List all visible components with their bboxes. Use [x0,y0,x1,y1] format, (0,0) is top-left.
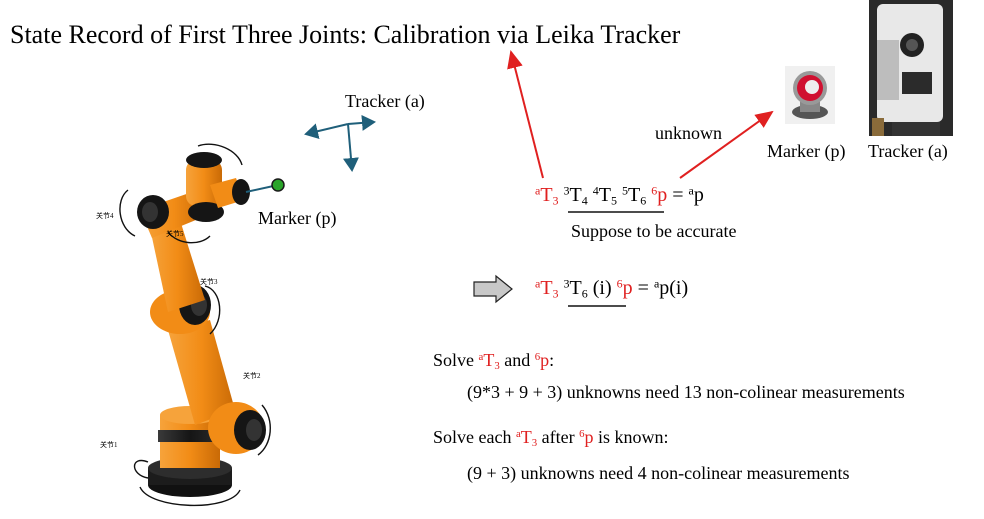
tracker-frame [304,114,376,172]
solve-1-detail: (9*3 + 9 + 3) unknowns need 13 non-colin… [467,382,905,402]
tracker-photo [869,0,953,136]
joint-label-4: 关节4 [96,212,114,220]
eq1-t45: 4T5 [592,183,617,208]
joint-label-1: 关节1 [100,441,118,449]
eq1-note: Suppose to be accurate [571,221,737,241]
joint-label-2: 关节2 [243,372,261,380]
equation-1: aT3 3T4 4T5 5T6 6p = ap [535,184,704,207]
page-title: State Record of First Three Joints: Cali… [10,20,681,49]
marker-point-icon [271,178,285,192]
eq2-6p: 6p [616,276,633,299]
eq1-rhs: = ap [672,183,704,206]
equation-2: aT3 3T6 (i) 6p = ap(i) [535,277,688,300]
solve-1-heading: Solve aT3 and 6p: [433,350,555,373]
tracker-frame-label: Tracker (a) [345,91,425,111]
solve1-aT3: aT3 [478,350,500,373]
solve-2-heading: Solve each aT3 after 6p is known: [433,427,669,450]
unknown-label: unknown [655,123,722,143]
robot-arm [137,152,279,497]
arrow-to-marker-photo [679,110,774,179]
eq1-aT3: aT3 [535,183,559,208]
photo-marker-caption: Marker (p) [767,141,846,161]
joint-label-3: 关节3 [200,278,218,286]
joint-rotation-arrows [119,143,271,507]
eq2-t36: 3T6 (i) [563,276,617,301]
implies-arrow-icon [473,274,513,304]
arrow-to-title [507,50,544,179]
solve-2-detail: (9 + 3) unknowns need 4 non-colinear mea… [467,463,850,483]
eq1-6p: 6p [651,183,668,206]
eq1-t34: 3T4 [563,183,588,208]
eq1-t56: 5T6 [621,183,647,208]
solve2-aT3: aT3 [515,427,538,450]
eq2-rhs: = ap(i) [632,276,689,299]
marker-label: Marker (p) [258,208,337,228]
photo-tracker-caption: Tracker (a) [868,141,948,161]
marker-photo [785,66,835,124]
solve1-6p: 6p [534,350,550,370]
eq2-aT3: aT3 [535,276,559,301]
solve2-6p: 6p [579,427,594,447]
joint-label-5: 关节5 [166,230,184,238]
